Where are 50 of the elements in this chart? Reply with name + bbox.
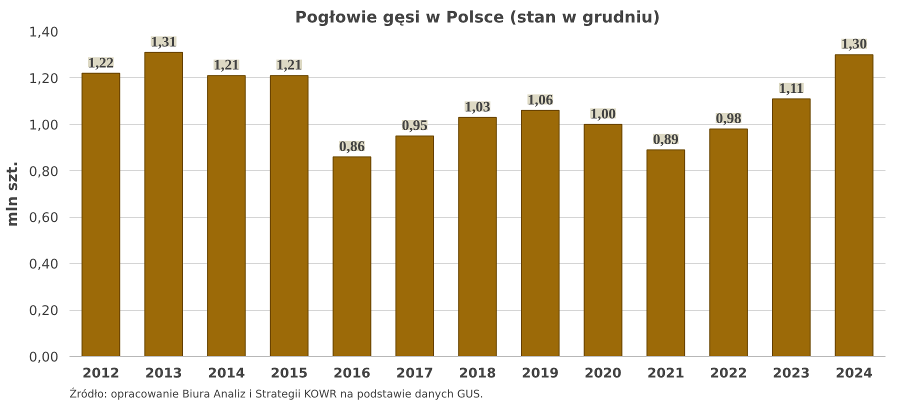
bar bbox=[520, 110, 560, 356]
data-label: 0,89 bbox=[652, 132, 679, 148]
bar bbox=[584, 124, 622, 356]
bar bbox=[395, 135, 434, 356]
y-axis-title: mln szt. bbox=[4, 161, 21, 227]
x-tick-label: 2018 bbox=[458, 366, 496, 382]
bar bbox=[709, 128, 748, 356]
y-tick-label: 1,20 bbox=[28, 72, 59, 87]
data-label: 1,00 bbox=[590, 106, 616, 122]
data-label: 1,03 bbox=[464, 99, 490, 116]
y-tick-label: 0,80 bbox=[28, 164, 59, 180]
x-tick-label: 2021 bbox=[647, 366, 684, 382]
x-tick-label: 2017 bbox=[396, 366, 434, 382]
bar bbox=[332, 156, 372, 356]
y-tick-label: 0,40 bbox=[28, 258, 59, 273]
y-tick-label: 1,00 bbox=[28, 118, 59, 134]
text: Źródło: opracowanie Biura Analiz i Strategii KOWR na podstawie danych GUS. bbox=[70, 388, 484, 400]
bar bbox=[458, 116, 497, 356]
bar bbox=[646, 149, 686, 356]
x-tick-label: 2014 bbox=[208, 366, 245, 382]
x-tick-label: 2020 bbox=[584, 366, 622, 382]
data-label: 1,11 bbox=[778, 80, 804, 97]
bar bbox=[270, 75, 309, 356]
bar bbox=[144, 52, 183, 356]
y-tick-label: 0,00 bbox=[28, 350, 59, 366]
x-tick-label: 2015 bbox=[270, 366, 308, 382]
x-tick-label: 2022 bbox=[710, 366, 748, 382]
x-tick-label: 2023 bbox=[772, 366, 810, 382]
y-tick-label: 0,20 bbox=[28, 304, 59, 320]
bar bbox=[207, 75, 246, 356]
data-label: 1,21 bbox=[214, 58, 240, 74]
x-tick-label: 2019 bbox=[522, 366, 559, 382]
data-label: 0,98 bbox=[716, 111, 742, 127]
bar bbox=[772, 98, 811, 356]
data-label: 1,30 bbox=[841, 36, 867, 53]
chart-title: Pogłowie gęsi w Polsce (stan w grudniu) bbox=[294, 8, 660, 26]
data-label: 1,06 bbox=[527, 92, 554, 108]
x-tick-label: 2012 bbox=[82, 366, 120, 382]
x-tick-label: 2016 bbox=[333, 366, 371, 382]
x-tick-label: 2013 bbox=[145, 366, 182, 382]
data-label: 1,31 bbox=[150, 34, 176, 50]
data-label: 1,21 bbox=[276, 58, 302, 74]
y-tick-label: 0,60 bbox=[28, 211, 59, 226]
bar bbox=[834, 54, 874, 356]
bar bbox=[82, 72, 120, 356]
x-tick-label: 2024 bbox=[836, 366, 873, 382]
data-label: 0,86 bbox=[339, 138, 365, 155]
data-label: 1,22 bbox=[88, 55, 114, 72]
y-tick-label: 1,40 bbox=[28, 26, 59, 40]
data-label: 0,95 bbox=[402, 118, 428, 134]
